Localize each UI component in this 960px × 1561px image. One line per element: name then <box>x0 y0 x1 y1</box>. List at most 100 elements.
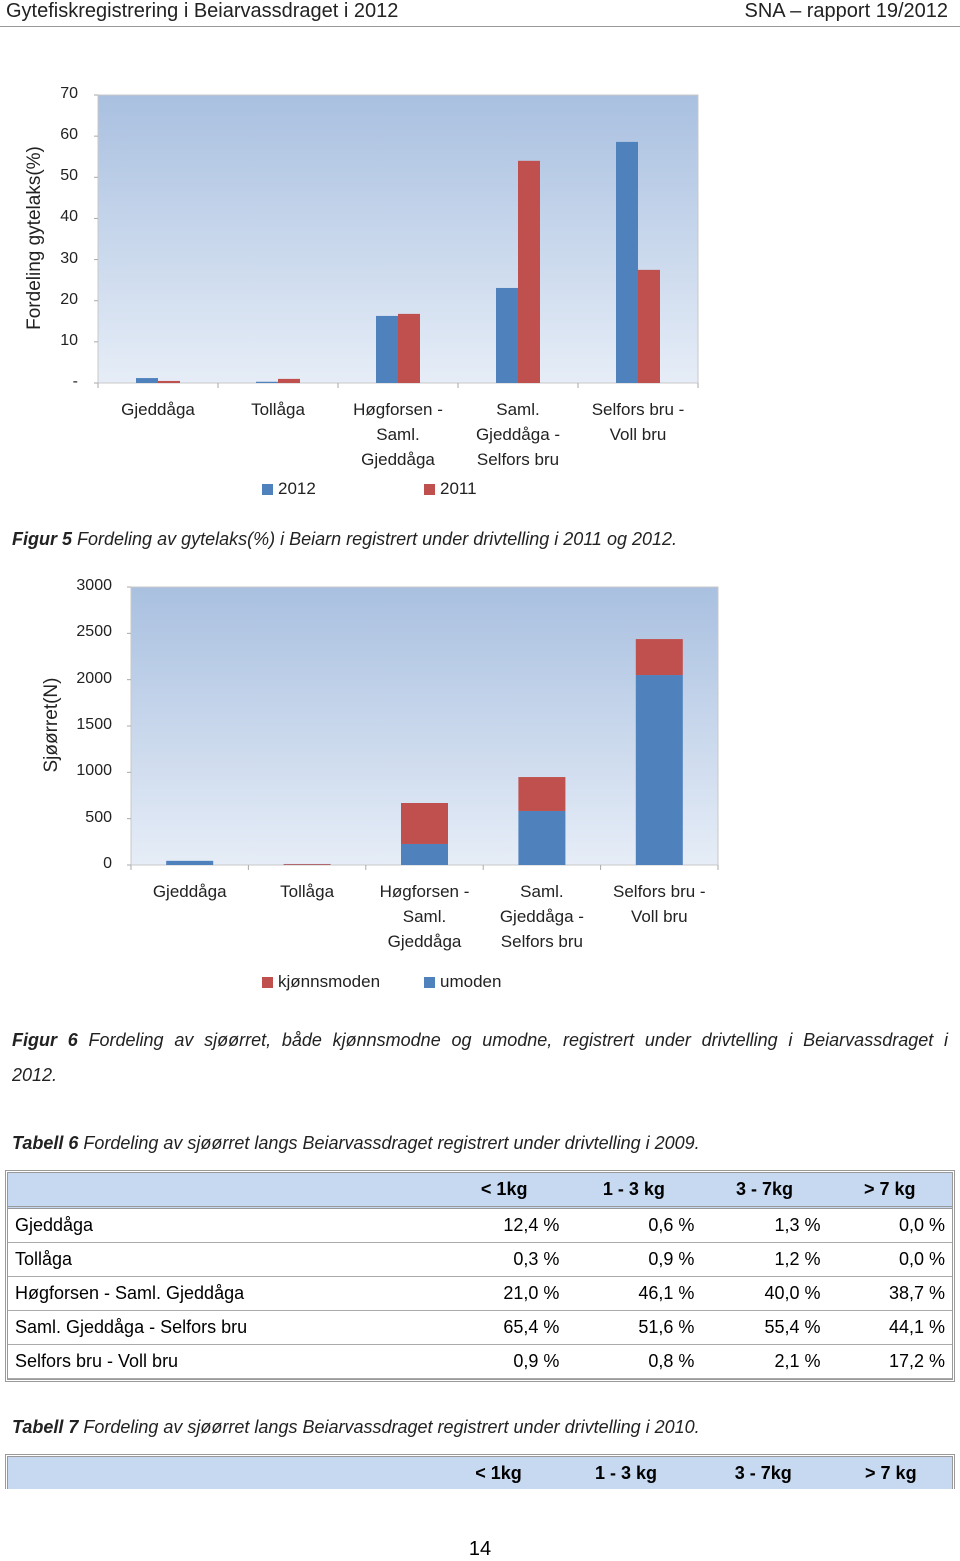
value-cell: 46,1 % <box>566 1277 702 1311</box>
row-label: Høgforsen - Saml. Gjeddåga <box>8 1277 442 1311</box>
legend-swatch <box>424 483 435 495</box>
value-cell: 1,2 % <box>701 1243 828 1277</box>
legend-item: 2012 <box>262 479 316 499</box>
bar <box>401 843 448 865</box>
chart: -10 20 30 40 50 60 70 Fordeling gytelaks(%) Gjed… <box>0 0 960 520</box>
legend-swatch <box>262 976 273 988</box>
x-tick-label: Tollåga <box>251 400 305 419</box>
bar <box>136 378 158 383</box>
bar <box>616 141 638 383</box>
header-cell: > 7 kg <box>827 1173 952 1209</box>
bar <box>638 269 660 383</box>
legend-item: kjønnsmoden <box>262 972 380 992</box>
x-tick-label: Saml. Gjeddåga - Selfors bru <box>499 882 584 951</box>
bar <box>158 380 180 383</box>
table: < 1kg 1 - 3 kg 3 - 7kg > 7 kg Gjeddåga 12,4 %… <box>5 1170 955 1382</box>
y-tick-label: 60 <box>60 126 78 144</box>
y-tick-label: 40 <box>60 208 78 226</box>
bar <box>635 639 683 676</box>
value-cell: 38,7 % <box>827 1277 952 1311</box>
bar <box>496 287 518 383</box>
value-cell: 12,4 % <box>442 1209 567 1243</box>
y-tick-label: 10 <box>60 331 78 349</box>
y-tick-label: 1500 <box>76 716 112 733</box>
y-tick-label: 3000 <box>76 577 112 594</box>
value-cell: 0,9 % <box>566 1243 702 1277</box>
value-cell: 0,3 % <box>442 1243 567 1277</box>
header-cell <box>8 1457 442 1493</box>
caption-label: Tabell 6 <box>12 1133 79 1153</box>
figure-caption: Figur 6 Fordeling av sjøørret, både kjøn… <box>12 1023 948 1093</box>
chart: 0 500 1000 1500 2000 2500 3000 Sjøørret(N) Gjedd… <box>41 577 719 992</box>
header-cell: > 7 kg <box>829 1457 952 1493</box>
bar <box>518 810 566 865</box>
bar <box>635 675 683 865</box>
legend-label: umoden <box>440 972 502 991</box>
chart-svg <box>127 586 719 870</box>
row-label: Selfors bru - Voll bru <box>8 1345 442 1379</box>
y-tick-label: 30 <box>60 249 78 267</box>
legend-item: umoden <box>424 972 501 992</box>
value-cell: 1,3 % <box>701 1209 828 1243</box>
header-cell: < 1kg <box>442 1457 556 1493</box>
value-cell: 0,6 % <box>566 1209 702 1243</box>
bar <box>398 313 420 383</box>
x-tick-label: Høgforsen - Saml. Gjeddåga <box>353 400 443 469</box>
x-tick-label: Tollåga <box>280 882 335 901</box>
legend-label: 2012 <box>278 479 316 498</box>
x-tick-label: Gjeddåga <box>152 882 227 901</box>
y-tick-label: 2500 <box>76 623 112 641</box>
page-number: 14 <box>468 1538 492 1560</box>
legend-item: 2011 <box>424 479 477 499</box>
y-tick-label: 0 <box>103 855 112 872</box>
header-title: Gytefiskregistrering i Beiarvassdraget i… <box>6 0 399 22</box>
y-tick-label: 20 <box>60 290 78 308</box>
value-cell: 0,8 % <box>566 1345 702 1379</box>
y-axis-label: Sjøørret(N) <box>41 677 62 773</box>
table-caption: Tabell 6 Fordeling av sjøørret langs Bei… <box>12 1133 700 1154</box>
value-cell: 0,9 % <box>442 1345 567 1379</box>
table-row: Saml. Gjeddåga - Selfors bru 65,4 % 51,6 %… <box>8 1311 952 1345</box>
value-cell: 55,4 % <box>701 1311 828 1345</box>
header-report: SNA – rapport 19/2012 <box>744 0 948 22</box>
caption-text: Fordeling av gytelaks(%) i Beiarn regist… <box>77 529 678 549</box>
x-tick-label: Saml. Gjeddåga - Selfors bru <box>475 400 561 469</box>
legend-swatch <box>262 483 273 495</box>
x-tick-label: Selfors bru - Voll bru <box>613 882 706 926</box>
bar <box>278 378 300 383</box>
caption-text: Fordeling av sjøørret langs Beiarvassdra… <box>83 1417 700 1437</box>
legend-label: 2011 <box>440 479 477 498</box>
caption-label: Figur 5 <box>12 529 73 549</box>
header-cell <box>8 1173 442 1209</box>
header-row: < 1kg 1 - 3 kg 3 - 7kg > 7 kg <box>8 1173 952 1209</box>
header-cell: 1 - 3 kg <box>566 1173 702 1209</box>
value-cell: 17,2 % <box>827 1345 952 1379</box>
row-label: Saml. Gjeddåga - Selfors bru <box>8 1311 442 1345</box>
y-tick-label: - <box>72 373 78 390</box>
x-tick-label: Selfors bru - Voll bru <box>591 400 685 444</box>
table-caption: Tabell 7 Fordeling av sjøørret langs Bei… <box>12 1417 700 1438</box>
bar <box>256 381 278 383</box>
bar <box>376 315 398 383</box>
bar <box>166 860 214 865</box>
table-row: Gjeddåga 12,4 % 0,6 % 1,3 % 0,0 % <box>8 1209 952 1243</box>
bar <box>518 777 566 811</box>
table-row: Tollåga 0,3 % 0,9 % 1,2 % 0,0 % <box>8 1243 952 1277</box>
x-tick-label: Gjeddåga <box>121 400 195 419</box>
header-cell: < 1kg <box>442 1173 567 1209</box>
value-cell: 21,0 % <box>442 1277 567 1311</box>
table-row: Høgforsen - Saml. Gjeddåga 21,0 % 46,1 % 40… <box>8 1277 952 1311</box>
y-tick-label: 50 <box>60 167 78 185</box>
value-cell: 51,6 % <box>566 1311 702 1345</box>
bar <box>283 863 331 865</box>
figure-caption: Figur 5 Fordeling av gytelaks(%) i Beiar… <box>12 529 677 550</box>
chart-svg <box>94 94 699 388</box>
value-cell: 2,1 % <box>701 1345 828 1379</box>
header-row: < 1kg 1 - 3 kg 3 - 7kg > 7 kg <box>8 1457 952 1493</box>
row-label: Tollåga <box>8 1243 442 1277</box>
page-cut <box>0 1489 960 1561</box>
value-cell: 0,0 % <box>827 1243 952 1277</box>
caption-text: Fordeling av sjøørret, både kjønnsmodne … <box>12 1030 948 1085</box>
x-tick-label: Høgforsen - Saml. Gjeddåga <box>379 882 470 951</box>
header-cell: 3 - 7kg <box>701 1173 828 1209</box>
